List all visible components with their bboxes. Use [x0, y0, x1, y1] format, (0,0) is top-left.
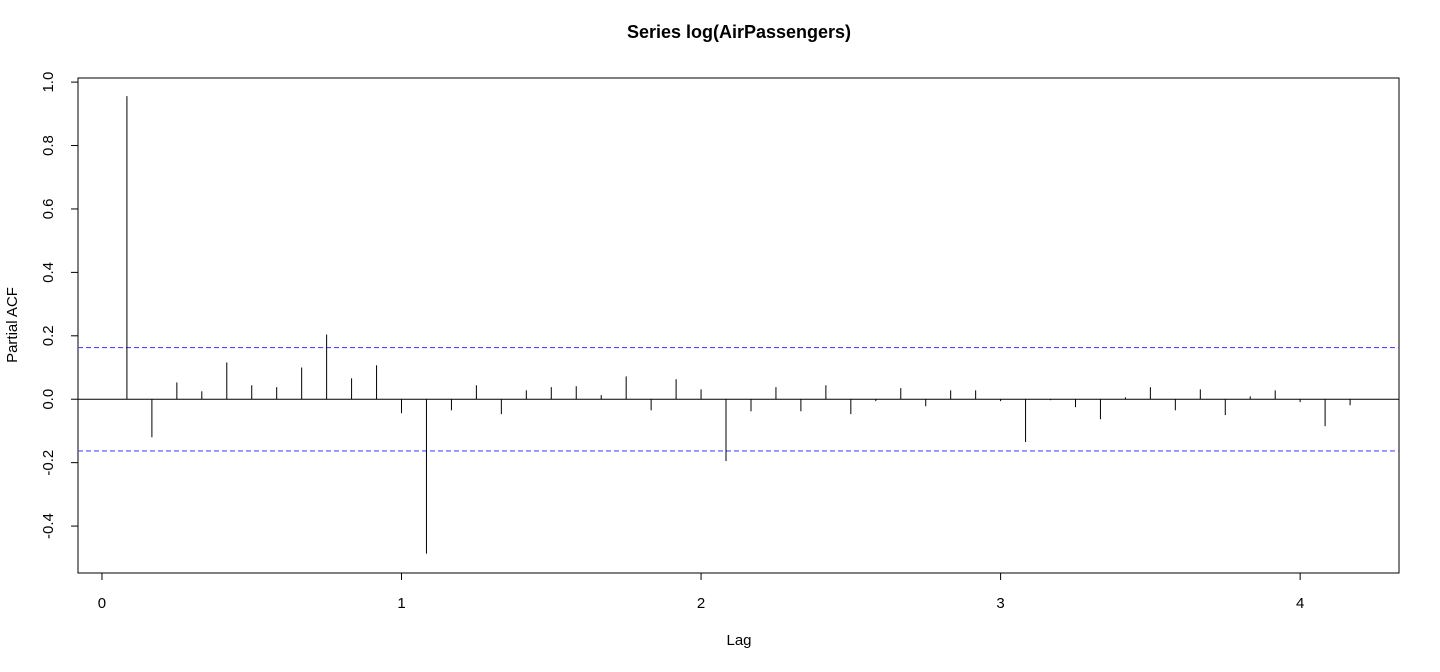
y-tick-label: 0.4	[40, 262, 57, 283]
y-tick-label: 0.0	[40, 389, 57, 410]
chart-title: Series log(AirPassengers)	[627, 22, 851, 42]
x-tick-label: 0	[98, 595, 106, 612]
x-axis-title: Lag	[726, 632, 751, 649]
x-tick-label: 3	[996, 595, 1004, 612]
x-tick-label: 1	[397, 595, 405, 612]
y-axis-title: Partial ACF	[4, 287, 21, 363]
y-tick-label: 0.6	[40, 199, 57, 220]
x-tick-label: 4	[1296, 595, 1304, 612]
y-tick-label: -0.4	[40, 513, 57, 539]
y-tick-label: 1.0	[40, 72, 57, 93]
y-tick-label: 0.8	[40, 135, 57, 156]
y-tick-label: 0.2	[40, 325, 57, 346]
x-tick-label: 2	[697, 595, 705, 612]
y-tick-label: -0.2	[40, 450, 57, 476]
